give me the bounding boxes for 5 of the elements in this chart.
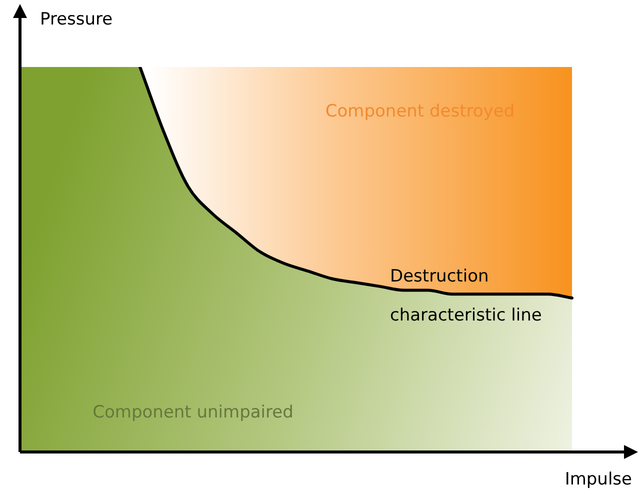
y-axis-title: Pressure	[40, 9, 113, 30]
annotation: characteristic line	[390, 305, 542, 326]
x-axis-title: Impulse	[564, 469, 632, 490]
annotation: Destruction	[390, 266, 489, 286]
annotation: Component unimpaired	[92, 402, 294, 422]
